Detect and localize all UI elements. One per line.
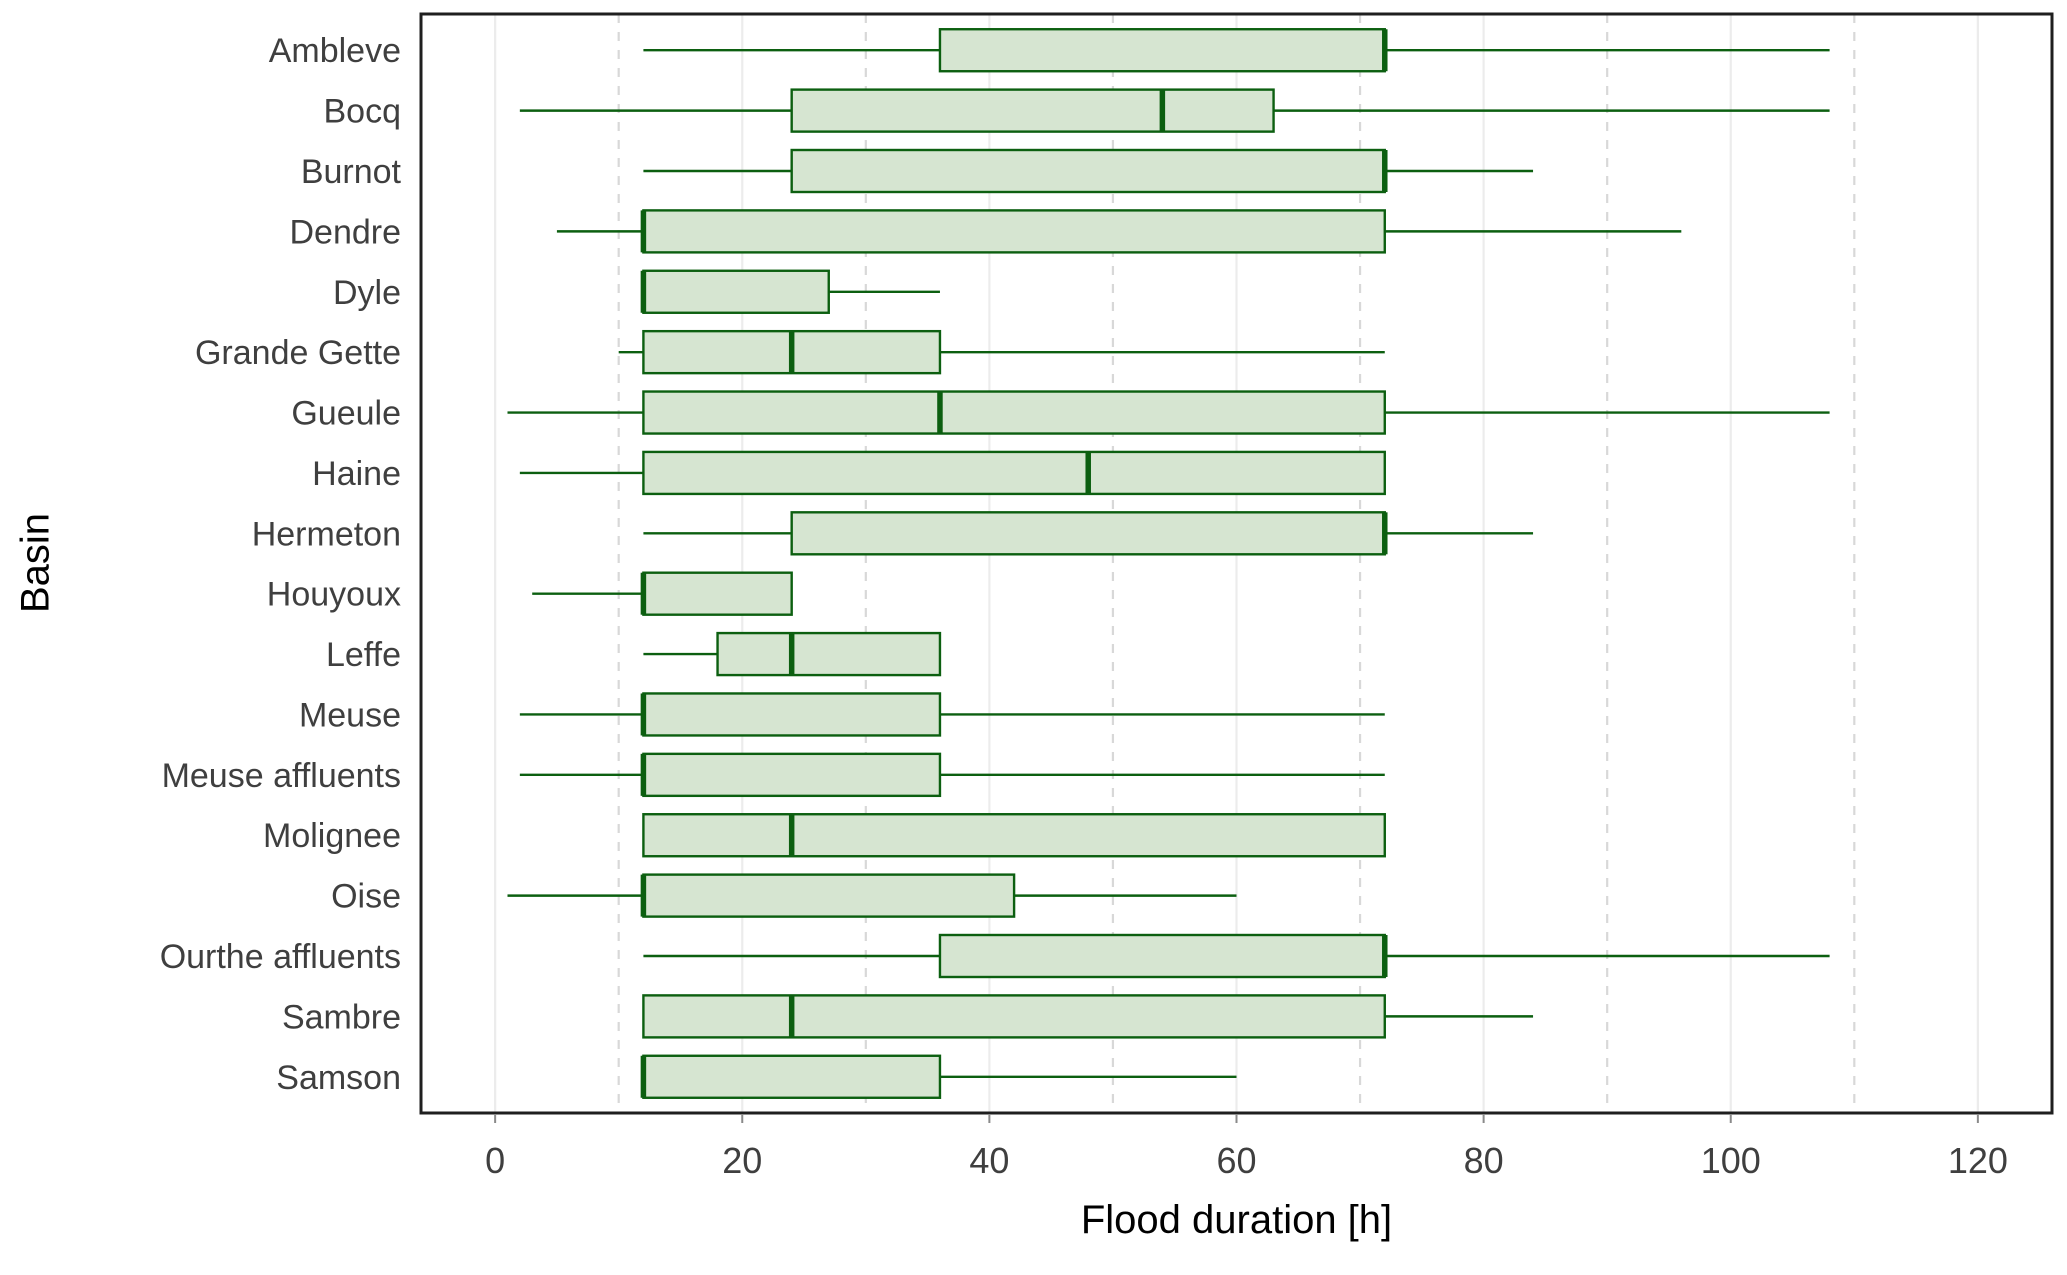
y-tick-label: Oise [331,878,401,916]
y-tick-label: Samson [276,1059,401,1097]
x-tick-label: 80 [1464,1140,1504,1181]
box-burnot [790,148,1386,194]
y-tick-label: Ambleve [269,32,401,70]
box-sambre [642,994,1386,1039]
y-tick-label: Sambre [282,998,401,1036]
y-tick-label: Leffe [326,636,401,674]
y-tick-label: Dendre [289,213,401,251]
y-tick-label: Ourthe affluents [160,938,401,976]
y-tick-label: Grande Gette [195,334,401,372]
x-tick-label: 20 [722,1140,762,1181]
box-dyle [642,269,830,314]
box-bocq [790,88,1275,133]
y-tick-label: Meuse [299,696,401,734]
panel-border [419,12,2054,1115]
box-haine [642,450,1386,496]
box-meuse-affluents [642,752,942,798]
box-ambleve [938,28,1386,73]
x-tick-label: 120 [1948,1140,2008,1181]
x-tick-label: 100 [1701,1140,1761,1181]
x-tick-label: 0 [485,1140,505,1181]
x-tick-label: 60 [1216,1140,1256,1181]
box-houyoux [642,571,793,616]
box-hermeton [790,511,1386,556]
box-molignee [642,813,1386,858]
box-oise [642,873,1016,918]
y-tick-label: Bocq [324,93,402,131]
box-meuse [642,692,942,737]
y-tick-label: Molignee [263,817,401,855]
y-tick-label: Burnot [301,153,402,191]
box-samson [642,1054,942,1099]
x-axis-title: Flood duration [h] [1080,1198,1393,1242]
box-gueule [642,390,1386,435]
box-dendre [642,209,1386,254]
y-tick-label: Hermeton [252,515,401,553]
x-tick-label: 40 [969,1140,1009,1181]
box-leffe [716,631,942,677]
y-tick-label: Dyle [333,274,401,312]
y-tick-label: Meuse affluents [162,757,401,795]
box-ourthe-affluents [938,933,1386,979]
y-axis-title: Basin [13,512,58,614]
y-tick-label: Houyoux [267,576,401,614]
y-tick-label: Haine [312,455,401,493]
y-tick-label: Gueule [291,395,401,433]
